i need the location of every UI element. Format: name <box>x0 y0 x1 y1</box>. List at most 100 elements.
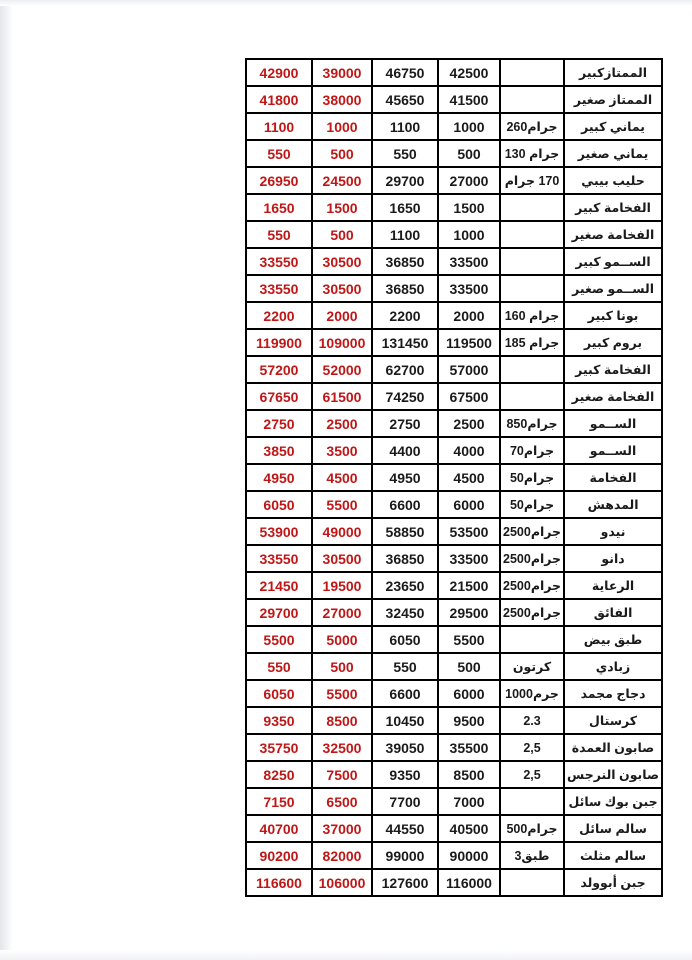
product-name-cell: الرعاية <box>563 571 664 600</box>
product-name-cell: كرستال <box>563 706 664 735</box>
product-name-cell: سالم سائل <box>563 814 664 843</box>
size-cell: 185 جرام <box>498 328 566 357</box>
table-row: 41800 38000 45650 41500 الممتاز صغير <box>245 85 664 114</box>
size-cell: 850جرام <box>498 409 566 438</box>
price-black-secondary-cell: 57000 <box>437 355 501 384</box>
price-red-primary-cell: 9350 <box>245 706 313 735</box>
price-red-secondary-cell: 30500 <box>311 247 373 276</box>
product-name-cell: دانو <box>563 544 664 573</box>
price-black-secondary-cell: 42500 <box>437 58 501 87</box>
size-cell <box>498 355 566 384</box>
price-red-secondary-cell: 5000 <box>311 625 373 654</box>
price-black-secondary-cell: 119500 <box>437 328 501 357</box>
size-cell <box>498 193 566 222</box>
price-black-primary-cell: 39050 <box>371 733 439 762</box>
price-black-secondary-cell: 33500 <box>437 247 501 276</box>
product-name-cell: يماني كبير <box>563 112 664 141</box>
price-black-primary-cell: 1100 <box>371 220 439 249</box>
price-black-secondary-cell: 33500 <box>437 544 501 573</box>
price-black-primary-cell: 45650 <box>371 85 439 114</box>
price-red-primary-cell: 67650 <box>245 382 313 411</box>
price-red-secondary-cell: 109000 <box>311 328 373 357</box>
price-black-secondary-cell: 53500 <box>437 517 501 546</box>
size-cell: 70جرام <box>498 436 566 465</box>
price-black-primary-cell: 62700 <box>371 355 439 384</box>
price-table: 42900 39000 46750 42500 الممتازكبير 41800 3800… <box>245 58 664 897</box>
price-black-secondary-cell: 500 <box>437 139 501 168</box>
price-black-secondary-cell: 1000 <box>437 220 501 249</box>
price-red-primary-cell: 1100 <box>245 112 313 141</box>
price-red-primary-cell: 57200 <box>245 355 313 384</box>
price-black-primary-cell: 550 <box>371 652 439 681</box>
price-black-secondary-cell: 41500 <box>437 85 501 114</box>
price-black-primary-cell: 9350 <box>371 760 439 789</box>
product-name-cell: الســمو كبير <box>563 247 664 276</box>
price-black-primary-cell: 36850 <box>371 274 439 303</box>
table-row: 57200 52000 62700 57000 الفخامة كبير <box>245 355 664 384</box>
price-black-secondary-cell: 29500 <box>437 598 501 627</box>
price-red-primary-cell: 2750 <box>245 409 313 438</box>
price-red-primary-cell: 8250 <box>245 760 313 789</box>
price-red-primary-cell: 6050 <box>245 490 313 519</box>
price-red-primary-cell: 41800 <box>245 85 313 114</box>
price-red-primary-cell: 3850 <box>245 436 313 465</box>
price-red-primary-cell: 119900 <box>245 328 313 357</box>
price-red-primary-cell: 90200 <box>245 841 313 870</box>
product-name-cell: زبادي <box>563 652 664 681</box>
product-name-cell: الفخامة كبير <box>563 355 664 384</box>
product-name-cell: جبن أبوولد <box>563 868 664 897</box>
price-red-secondary-cell: 49000 <box>311 517 373 546</box>
product-name-cell: الســمو <box>563 436 664 465</box>
price-black-secondary-cell: 67500 <box>437 382 501 411</box>
size-cell: 3طبق <box>498 841 566 870</box>
price-red-secondary-cell: 5500 <box>311 679 373 708</box>
price-red-secondary-cell: 5500 <box>311 490 373 519</box>
price-black-primary-cell: 6600 <box>371 490 439 519</box>
size-cell: 50جرام <box>498 463 566 492</box>
product-name-cell: الســمو <box>563 409 664 438</box>
table-row: 53900 49000 58850 53500 2500جرام نيدو <box>245 517 664 546</box>
product-name-cell: الفائق <box>563 598 664 627</box>
price-red-secondary-cell: 37000 <box>311 814 373 843</box>
price-red-primary-cell: 21450 <box>245 571 313 600</box>
product-name-cell: صابون النرجس <box>563 760 664 789</box>
price-red-primary-cell: 4950 <box>245 463 313 492</box>
price-black-secondary-cell: 33500 <box>437 274 501 303</box>
table-row: 550 500 550 500 130 جرام يماني صغير <box>245 139 664 168</box>
price-black-secondary-cell: 4500 <box>437 463 501 492</box>
price-red-secondary-cell: 4500 <box>311 463 373 492</box>
price-red-secondary-cell: 30500 <box>311 274 373 303</box>
product-name-cell: الفخامة صغير <box>563 220 664 249</box>
table-row: 1650 1500 1650 1500 الفخامة كبير <box>245 193 664 222</box>
size-cell: 2500جرام <box>498 544 566 573</box>
table-row: 26950 24500 29700 27000 جرام‎ 170 حليب بيبي <box>245 166 664 195</box>
price-black-secondary-cell: 500 <box>437 652 501 681</box>
table-row: 40700 37000 44550 40500 500جرام سالم سائل <box>245 814 664 843</box>
price-red-secondary-cell: 27000 <box>311 598 373 627</box>
price-black-secondary-cell: 8500 <box>437 760 501 789</box>
product-name-cell: الممتاز صغير <box>563 85 664 114</box>
size-cell <box>498 85 566 114</box>
price-red-primary-cell: 2200 <box>245 301 313 330</box>
price-red-secondary-cell: 38000 <box>311 85 373 114</box>
price-black-secondary-cell: 2000 <box>437 301 501 330</box>
photo-edge-left <box>0 0 13 960</box>
price-black-primary-cell: 46750 <box>371 58 439 87</box>
price-red-primary-cell: 42900 <box>245 58 313 87</box>
price-red-secondary-cell: 24500 <box>311 166 373 195</box>
price-red-primary-cell: 116600 <box>245 868 313 897</box>
size-cell: 2500جرام <box>498 571 566 600</box>
product-name-cell: دجاج مجمد <box>563 679 664 708</box>
size-cell: 2,5 <box>498 760 566 789</box>
size-cell: 130 جرام <box>498 139 566 168</box>
price-black-primary-cell: 36850 <box>371 544 439 573</box>
price-red-secondary-cell: 32500 <box>311 733 373 762</box>
price-black-secondary-cell: 6000 <box>437 679 501 708</box>
price-black-primary-cell: 550 <box>371 139 439 168</box>
price-red-primary-cell: 33550 <box>245 247 313 276</box>
price-black-primary-cell: 29700 <box>371 166 439 195</box>
product-name-cell: طبق بيض <box>563 625 664 654</box>
price-black-primary-cell: 32450 <box>371 598 439 627</box>
size-cell: 2500جرام <box>498 517 566 546</box>
table-row: 2200 2000 2200 2000 160 جرام بونا كبير <box>245 301 664 330</box>
